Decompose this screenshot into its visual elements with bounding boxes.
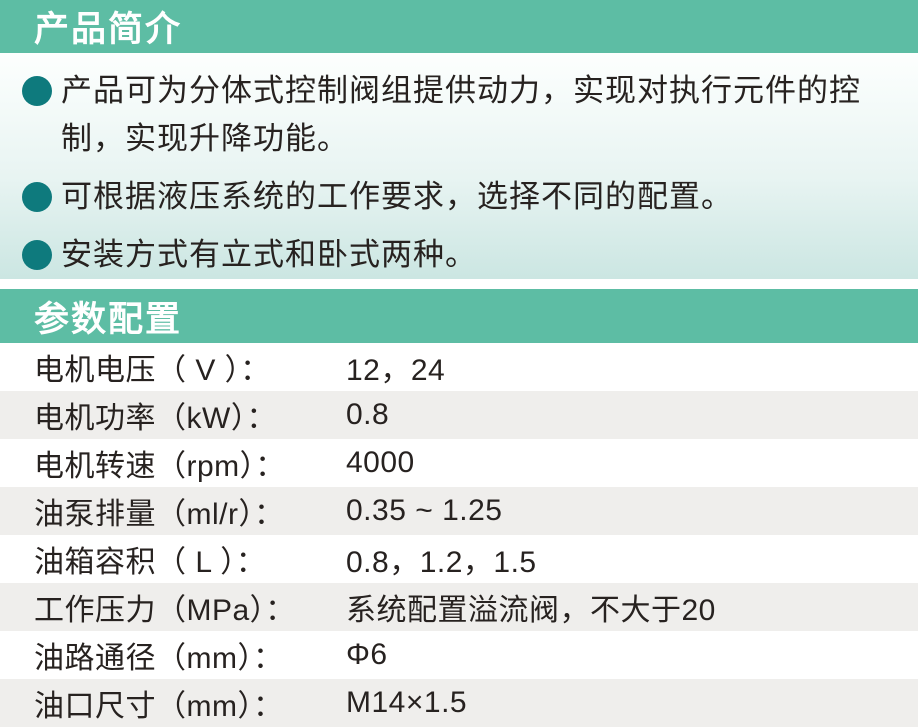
bullet-item: 可根据液压系统的工作要求，选择不同的配置。 [22, 173, 892, 221]
bullet-text: 产品可为分体式控制阀组提供动力，实现对执行元件的控 制，实现升降功能。 [61, 73, 861, 156]
spec-row: 电机转速（rpm）： 4000 [0, 439, 918, 487]
params-section-title: 参数配置 [34, 299, 183, 339]
spec-value: 0.35 ~ 1.25 [346, 494, 503, 527]
spec-value: 12，24 [346, 354, 446, 387]
spec-label: 油口尺寸（mm）： [34, 690, 284, 723]
intro-section-header: 产品简介 [0, 0, 918, 53]
spec-label: 电机转速（rpm）： [34, 450, 286, 483]
spec-label: 油泵排量（ml/r）： [34, 498, 285, 531]
spec-table: 电机电压（ V ）： 12，24 电机功率（kW）： 0.8 电机转速（rpm）… [0, 343, 918, 727]
spec-value: M14×1.5 [346, 686, 468, 719]
bullet-text: 可根据液压系统的工作要求，选择不同的配置。 [61, 179, 733, 214]
spec-label: 工作压力（MPa）： [34, 594, 296, 627]
intro-section-body: 产品可为分体式控制阀组提供动力，实现对执行元件的控 制，实现升降功能。 可根据液… [0, 53, 918, 279]
spec-value: 系统配置溢流阀，不大于20 [346, 594, 716, 627]
params-section-header: 参数配置 [0, 289, 918, 343]
spec-label: 油路通径（mm）： [34, 642, 284, 675]
spec-label: 电机功率（kW）： [34, 402, 277, 435]
spec-label: 电机电压（ V ）： [34, 354, 271, 387]
section-divider [0, 279, 918, 289]
spec-value: 0.8，1.2，1.5 [346, 546, 537, 579]
bullet-dot-icon [22, 182, 52, 212]
spec-value: 0.8 [346, 398, 390, 431]
intro-section-title: 产品简介 [34, 10, 183, 49]
spec-value: 4000 [346, 446, 415, 479]
bullet-text: 安装方式有立式和卧式两种。 [61, 237, 477, 272]
bullet-dot-icon [22, 76, 52, 106]
spec-row: 油泵排量（ml/r）： 0.35 ~ 1.25 [0, 487, 918, 535]
bullet-item: 产品可为分体式控制阀组提供动力，实现对执行元件的控 制，实现升降功能。 [22, 67, 892, 163]
spec-row: 电机功率（kW）： 0.8 [0, 391, 918, 439]
spec-value: Φ6 [346, 638, 388, 671]
spec-row: 油路通径（mm）： Φ6 [0, 631, 918, 679]
bullet-dot-icon [22, 240, 52, 270]
spec-row: 油箱容积（ L ）： 0.8，1.2，1.5 [0, 535, 918, 583]
spec-label: 油箱容积（ L ）： [34, 546, 267, 579]
bullet-item: 安装方式有立式和卧式两种。 [22, 231, 892, 279]
spec-row: 油口尺寸（mm）： M14×1.5 [0, 679, 918, 727]
spec-row: 电机电压（ V ）： 12，24 [0, 343, 918, 391]
bullet-list: 产品可为分体式控制阀组提供动力，实现对执行元件的控 制，实现升降功能。 可根据液… [22, 67, 892, 279]
spec-row: 工作压力（MPa）： 系统配置溢流阀，不大于20 [0, 583, 918, 631]
